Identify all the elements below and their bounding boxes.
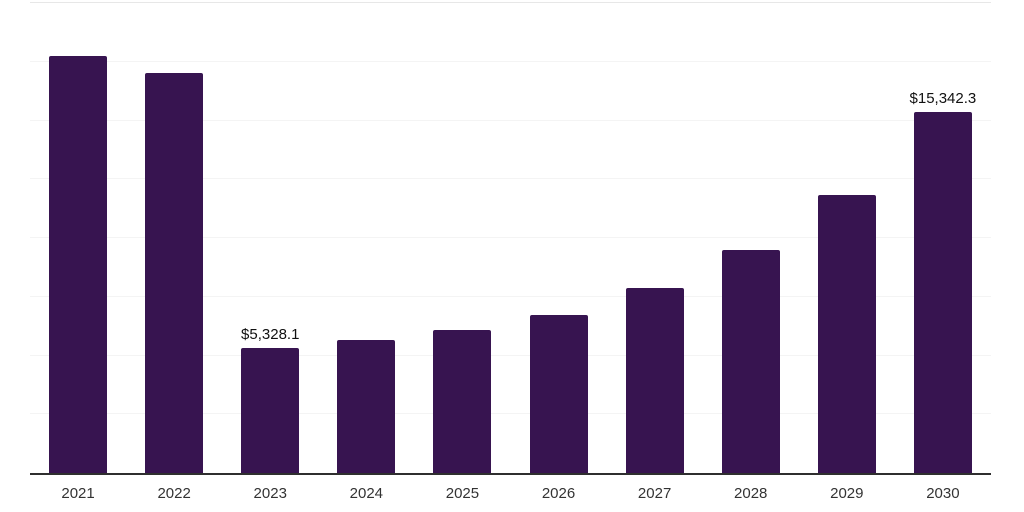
data-label-2030: $15,342.3 [909, 90, 977, 108]
x-axis: 2021 2022 2023 2024 2025 2026 2027 2028 2029 2030 [30, 485, 991, 502]
bar-slot-2028 [703, 3, 799, 473]
bar-slot-2027 [607, 3, 703, 473]
bar-slot-2024 [318, 3, 414, 473]
bar-2025 [433, 330, 492, 473]
bar-slot-2025 [414, 3, 510, 473]
x-tick-2023: 2023 [253, 485, 287, 502]
bar-2027 [625, 288, 684, 473]
bar-slot-2023: $5,328.1 [222, 3, 318, 473]
bar-2028 [721, 250, 780, 473]
bar-2023: $5,328.1 [241, 326, 299, 473]
x-tick-2022: 2022 [157, 485, 191, 502]
bar-slot-2026 [510, 3, 606, 473]
bar-2026 [529, 314, 588, 473]
bar-slot-2022 [126, 3, 222, 473]
x-tick-2021: 2021 [61, 485, 95, 502]
x-tick-2029: 2029 [830, 485, 864, 502]
x-tick-2026: 2026 [541, 485, 576, 502]
plot-area: $5,328.1 $15,342.3 [30, 2, 991, 475]
x-tick-2027: 2027 [637, 485, 672, 502]
x-tick-2024: 2024 [349, 485, 384, 502]
x-tick-2030: 2030 [926, 485, 960, 502]
bar-2021 [49, 56, 108, 473]
bar-slot-2030: $15,342.3 [895, 3, 991, 473]
bar-2024 [337, 340, 396, 473]
bar-slot-2021 [30, 3, 126, 473]
data-label-2023: $5,328.1 [241, 325, 300, 343]
x-tick-2028: 2028 [734, 485, 768, 502]
bar-2022 [145, 73, 204, 473]
bar-2029 [817, 195, 876, 473]
bar-slot-2029 [799, 3, 895, 473]
x-tick-2025: 2025 [445, 485, 480, 502]
bar-2030: $15,342.3 [910, 90, 976, 473]
